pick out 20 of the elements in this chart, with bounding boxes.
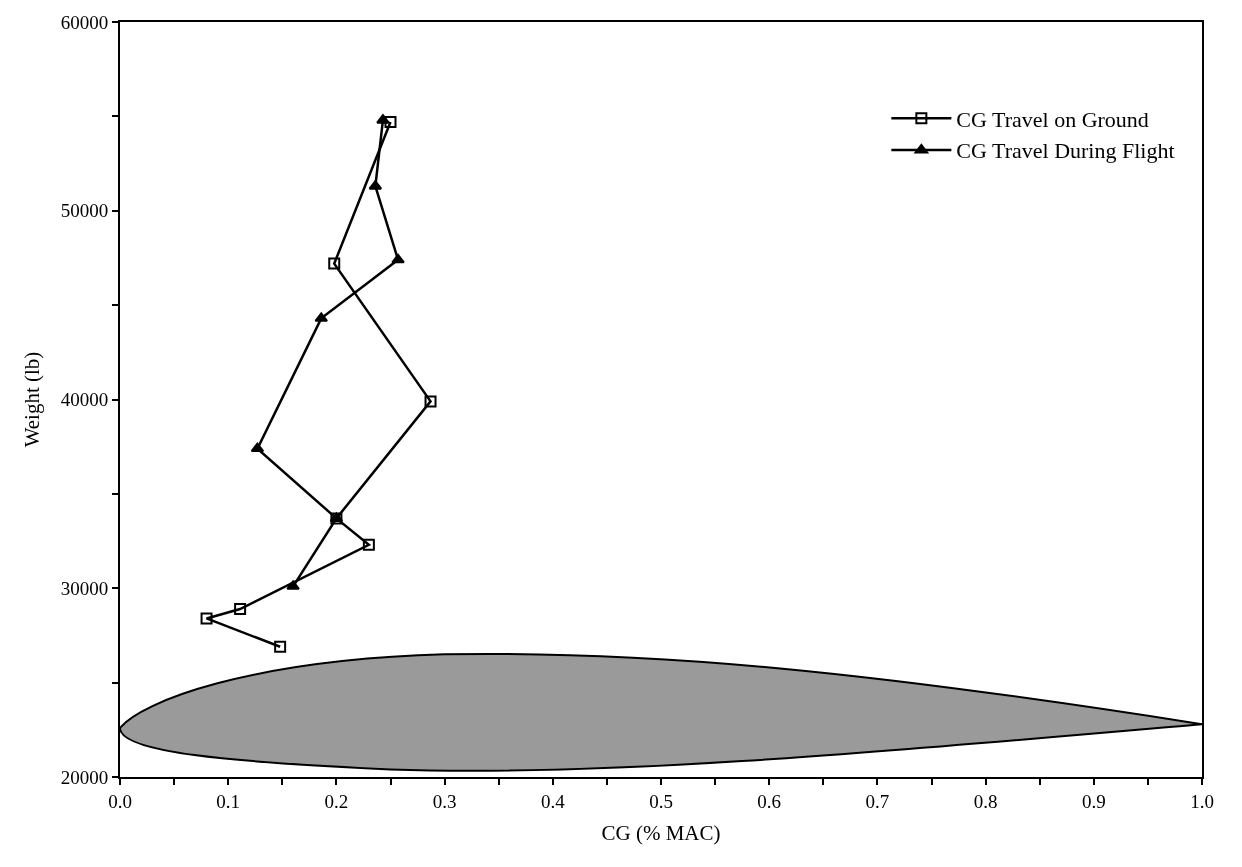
y-tick-label: 20000: [60, 766, 109, 788]
y-axis-title: Weight (lb): [20, 351, 45, 448]
legend-label: CG Travel During Flight: [956, 138, 1175, 164]
x-tick-label: 0.6: [757, 790, 782, 812]
x-tick-label: 0.3: [432, 790, 457, 812]
x-tick-label: 0.2: [324, 790, 349, 812]
x-tick-label: 0.8: [973, 790, 998, 812]
x-tick-label: 0.4: [540, 790, 566, 812]
y-tick-label: 40000: [60, 389, 109, 411]
x-tick-label: 0.9: [1081, 790, 1106, 812]
y-tick-label: 60000: [60, 11, 109, 33]
x-tick-label: 1.0: [1190, 790, 1214, 812]
x-tick-label: 0.7: [865, 790, 890, 812]
x-axis-title: CG (% MAC): [601, 821, 721, 846]
y-tick-label: 50000: [60, 200, 109, 222]
legend-label: CG Travel on Ground: [956, 106, 1149, 132]
x-tick-label: 0.0: [108, 790, 132, 812]
x-tick-label: 0.5: [649, 790, 673, 812]
x-tick-label: 0.1: [216, 790, 241, 812]
y-tick-label: 30000: [60, 577, 109, 599]
